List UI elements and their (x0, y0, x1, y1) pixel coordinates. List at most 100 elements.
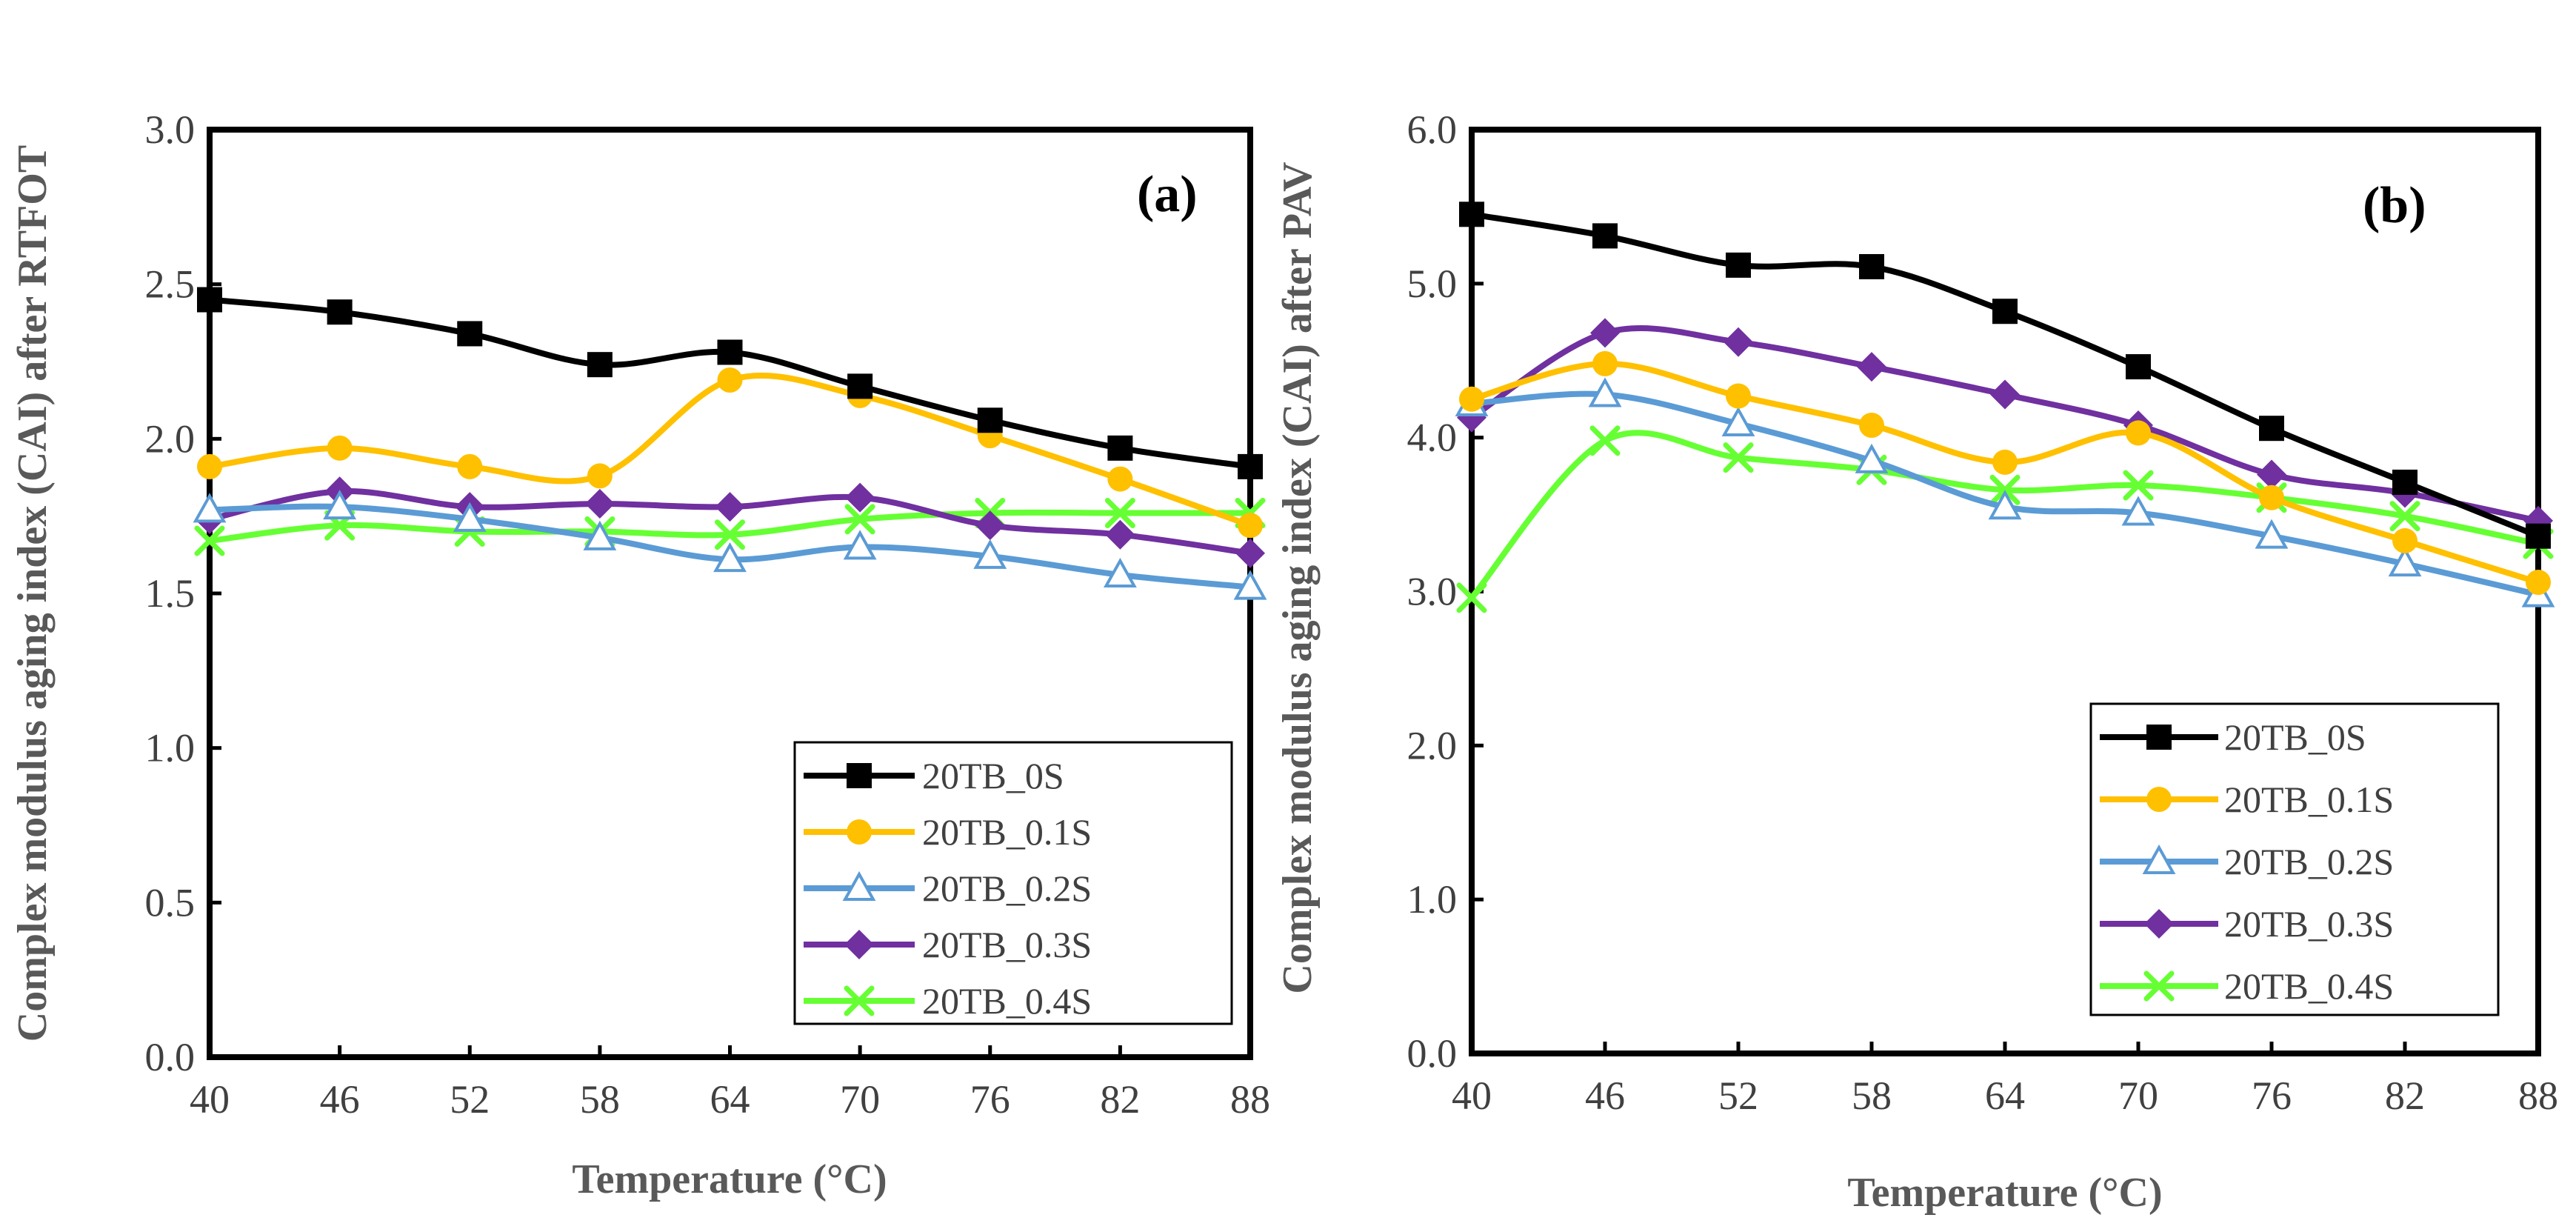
data-point (583, 520, 617, 550)
y-ticks-a: 0.0 0.5 1.0 1.5 2.0 2.5 3.0 (145, 107, 221, 1079)
legend-entry: 20TB_0S (2100, 716, 2366, 758)
data-point (975, 510, 1005, 541)
data-point (1588, 377, 1622, 407)
y-tick-label: 0.5 (145, 880, 196, 925)
y-tick-label: 1.0 (1407, 877, 1458, 922)
data-point (1992, 299, 2018, 324)
legend-marker (2142, 844, 2176, 874)
data-point (584, 488, 615, 519)
data-point (2526, 570, 2551, 596)
series-20TB_0.2S (1455, 377, 2555, 607)
data-point (1859, 413, 1884, 439)
legend-label: 20TB_0.1S (922, 811, 1092, 853)
data-point (715, 492, 745, 522)
data-point (847, 373, 873, 399)
data-point (973, 539, 1007, 569)
data-point (1459, 386, 1484, 412)
y-tick-label: 5.0 (1407, 262, 1458, 306)
data-point (2121, 496, 2155, 526)
x-tick-label: 88 (1230, 1077, 1270, 1122)
y-tick-label: 2.5 (145, 262, 196, 307)
y-ticks-b: 0.0 1.0 2.0 3.0 4.0 5.0 6.0 (1407, 107, 1484, 1076)
panel-label-a: (a) (1137, 166, 1198, 223)
legend-marker (842, 870, 876, 901)
y-tick-label: 4.0 (1407, 416, 1458, 460)
y-tick-label: 3.0 (1407, 570, 1458, 614)
data-point (843, 530, 877, 560)
legend-entry: 20TB_0.4S (2100, 965, 2394, 1007)
x-tick-label: 46 (1585, 1073, 1625, 1118)
y-tick-label: 2.0 (145, 416, 196, 461)
data-point (1988, 490, 2022, 520)
data-point (2259, 485, 2284, 510)
data-point (1726, 383, 1751, 409)
x-axis-title-a: Temperature (°C) (572, 1156, 887, 1202)
data-point (327, 435, 353, 461)
data-point (1857, 352, 1886, 382)
legend-label: 20TB_0.3S (2224, 903, 2394, 945)
x-tick-label: 70 (2118, 1073, 2158, 1118)
data-point (1859, 253, 1884, 279)
series-layer-b (1455, 202, 2555, 613)
y-tick-label: 0.0 (1407, 1031, 1458, 1076)
y-axis-title-b: Complex modulus aging index (CAI) after … (1275, 162, 1321, 993)
x-ticks-b: 40 46 52 58 64 70 76 82 88 (1452, 1042, 2558, 1118)
data-point (1104, 497, 1135, 528)
data-point (2389, 501, 2420, 532)
legend-label: 20TB_0S (922, 755, 1064, 796)
data-point (457, 453, 483, 479)
data-point (2123, 470, 2154, 501)
x-tick-label: 64 (710, 1077, 750, 1122)
data-point (715, 519, 745, 550)
data-point (717, 339, 743, 365)
data-point (1103, 557, 1137, 587)
series-line (1469, 430, 2539, 600)
series-20TB_0.1S (1459, 350, 2551, 596)
data-point (327, 299, 353, 325)
x-tick-label: 40 (1452, 1073, 1492, 1118)
x-tick-label: 64 (1985, 1073, 2025, 1118)
legend-label: 20TB_0.4S (2224, 965, 2394, 1007)
legend-marker (2146, 787, 2172, 812)
y-tick-label: 0.0 (145, 1035, 196, 1079)
y-axis-title-a: Complex modulus aging index (CAI) after … (10, 145, 56, 1042)
legend-entry: 20TB_0.3S (804, 924, 1092, 965)
series-20TB_0S (197, 287, 1263, 479)
y-tick-label: 1.5 (145, 571, 196, 616)
legend-label: 20TB_0.4S (922, 980, 1092, 1022)
data-point (1107, 466, 1133, 492)
legend-b: 20TB_0S 20TB_0.1S 20TB_0.2S 20TB_0.3S 20TB_0… (2089, 702, 2500, 1016)
chart-panel-a: 0.0 0.5 1.0 1.5 2.0 2.5 3.0 40 46 52 58 64 70 76 82 88… (10, 107, 1270, 1202)
data-point (1592, 350, 1618, 376)
data-point (1992, 449, 2018, 475)
x-tick-label: 52 (450, 1077, 490, 1122)
legend-marker (2144, 909, 2174, 939)
legend-a: 20TB_0S 20TB_0.1S 20TB_0.2S 20TB_0.3S 20TB_0… (793, 741, 1233, 1025)
data-point (587, 352, 613, 378)
data-point (2259, 416, 2284, 442)
data-point (713, 542, 747, 573)
legend-entry: 20TB_0S (804, 755, 1064, 796)
data-point (323, 490, 357, 520)
data-point (1721, 406, 1755, 436)
y-tick-label: 6.0 (1407, 107, 1458, 152)
data-point (194, 525, 225, 556)
legend-entry: 20TB_0.3S (2100, 903, 2394, 945)
legend-frame-a (793, 741, 1233, 1025)
data-point (2257, 459, 2286, 490)
series-layer-a (193, 287, 1267, 600)
legend-entry: 20TB_0.2S (804, 868, 1092, 909)
data-point (2392, 469, 2417, 495)
legend-marker (844, 930, 874, 959)
data-point (1233, 570, 1267, 600)
series-20TB_0.2S (193, 490, 1267, 600)
y-tick-label: 3.0 (145, 107, 196, 152)
legend-label: 20TB_0.3S (922, 924, 1092, 965)
data-point (1592, 223, 1618, 249)
data-point (1990, 379, 2020, 410)
data-point (2388, 546, 2422, 577)
data-point (1724, 327, 1753, 357)
data-point (193, 493, 227, 523)
x-tick-label: 76 (2252, 1073, 2292, 1118)
